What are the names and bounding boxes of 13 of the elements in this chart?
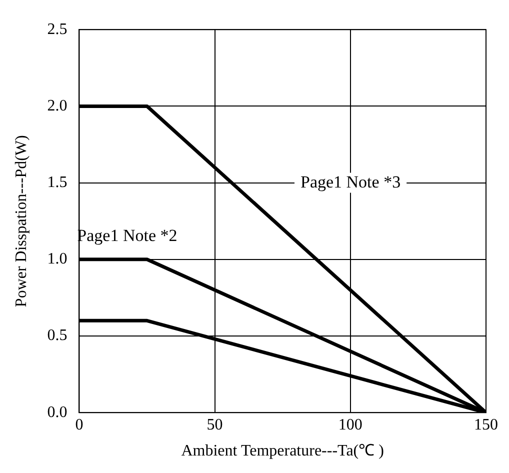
y-tick-label: 0.0 — [47, 404, 68, 421]
y-axis-title: Power Disspation---Pd(W) — [12, 135, 30, 308]
x-tick-label: 0 — [75, 416, 84, 434]
y-tick-label: 1.5 — [47, 174, 68, 192]
annotation: Page1 Note *3 — [300, 172, 401, 192]
x-tick-label: 50 — [206, 416, 223, 434]
y-tick-label: 2.0 — [47, 97, 68, 114]
y-tick-label: 2.5 — [47, 20, 68, 38]
x-tick-label: 100 — [338, 416, 362, 434]
y-tick-label: 0.5 — [47, 327, 68, 344]
y-tick-label: 1.0 — [47, 250, 68, 268]
x-tick-label: 150 — [474, 416, 498, 434]
x-axis-title: Ambient Temperature---Ta(℃ ) — [181, 442, 384, 460]
